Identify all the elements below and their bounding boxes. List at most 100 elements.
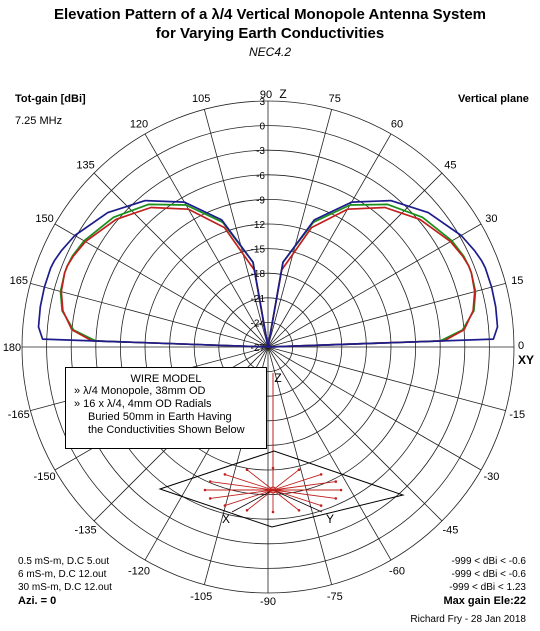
radial-end-marker: [319, 504, 323, 507]
wire-model-title: WIRE MODEL: [130, 373, 202, 385]
ground-plane: [158, 450, 405, 528]
wire-model-box: WIRE MODEL » λ/4 Monopole, 38mm OD » 16 …: [65, 367, 267, 449]
angle-tick-label: 120: [130, 119, 148, 131]
radial-end-marker: [334, 480, 338, 483]
wire-model-line: » 16 x λ/4, 4mm OD Radials: [74, 398, 212, 410]
radial-end-marker: [208, 497, 212, 500]
angle-tick-label: 30: [485, 213, 497, 225]
max-gain-label: Max gain Ele:22: [443, 595, 526, 607]
model-y-axis: [272, 489, 323, 513]
radial-wire: [272, 469, 300, 491]
radial-tick-label: -12: [251, 220, 266, 231]
grid-spoke: [267, 346, 333, 585]
radial-tick-label: -27: [251, 343, 266, 354]
wire-model-line: » λ/4 Monopole, 38mm OD: [74, 385, 206, 397]
angle-tick-label: -15: [509, 409, 525, 421]
radial-wire: [272, 489, 336, 499]
legend-right-1: -999 < dBi < -0.6: [451, 556, 527, 567]
legend-left-2: 6 mS-m, D.C 12.out: [18, 569, 107, 580]
angle-tick-label: 180: [3, 342, 21, 354]
grid-spoke: [267, 109, 333, 348]
radial-end-marker: [245, 509, 249, 512]
legend-right-2: -999 < dBi < -0.6: [451, 569, 527, 580]
angle-tick-label: -45: [442, 524, 458, 536]
radial-end-marker: [339, 488, 343, 492]
chart-subtitle: NEC4.2: [248, 45, 292, 59]
radial-wire: [272, 473, 322, 491]
radial-end-marker: [297, 509, 301, 512]
grid-spoke: [267, 133, 392, 348]
radial-wire: [224, 489, 274, 507]
angle-tick-label: 135: [76, 160, 94, 172]
radial-end-marker: [203, 488, 207, 492]
grid-spoke: [267, 346, 482, 471]
grid-spoke: [267, 223, 482, 348]
model-y-label: Y: [326, 512, 334, 526]
angle-tick-label: -90: [260, 596, 276, 608]
radial-end-marker: [271, 466, 275, 470]
radial-end-marker: [223, 504, 227, 507]
radial-end-marker: [297, 468, 301, 472]
radial-tick-label: -18: [251, 269, 266, 280]
series-line-3: [37, 199, 499, 348]
grid-spoke: [93, 172, 269, 348]
radial-wire: [210, 481, 274, 491]
plane-label: Vertical plane: [458, 93, 529, 105]
model-x-axis: [231, 489, 274, 513]
angle-tick-label: -75: [327, 591, 343, 603]
wire-model-line: the Conductivities Shown Below: [88, 424, 245, 436]
angle-tick-label: 0: [518, 340, 524, 352]
angle-tick-label: -30: [483, 471, 499, 483]
radial-end-marker: [208, 480, 212, 483]
angle-tick-label: -150: [34, 471, 56, 483]
radial-wire: [272, 489, 322, 507]
wire-model-line: Buried 50mm in Earth Having: [88, 411, 232, 423]
radial-tick-label: -3: [256, 146, 265, 157]
angle-tick-label: 165: [10, 275, 28, 287]
legend-left-3: 30 mS-m, D.C 12.out: [18, 582, 112, 593]
chart-title-line2: for Varying Earth Conductivities: [155, 25, 385, 42]
radial-tick-label: -15: [251, 245, 266, 256]
grid-spoke: [267, 282, 506, 348]
angle-tick-label: 75: [329, 93, 341, 105]
z-axis-label: Z: [279, 87, 286, 101]
angle-tick-label: 105: [192, 93, 210, 105]
radial-end-marker: [319, 473, 323, 476]
radial-wire: [210, 489, 274, 499]
angle-tick-label: -135: [75, 524, 97, 536]
credit-label: Richard Fry - 28 Jan 2018: [410, 614, 526, 625]
legend-right-3: -999 < dBi < 1.23: [449, 582, 526, 593]
azimuth-label: Azi. = 0: [18, 595, 57, 607]
grid-spoke: [267, 346, 506, 412]
grid-spoke: [54, 223, 269, 348]
radial-wire: [224, 473, 274, 491]
radial-tick-label: -9: [256, 195, 265, 206]
angle-tick-label: -105: [190, 591, 212, 603]
angle-tick-label: 150: [35, 213, 53, 225]
radial-end-marker: [334, 497, 338, 500]
radial-end-marker: [223, 473, 227, 476]
feed-point: [269, 486, 277, 494]
frequency-label: 7.25 MHz: [15, 115, 63, 127]
radial-end-marker: [271, 510, 275, 514]
xy-axis-label: XY: [518, 353, 534, 367]
grid-spoke: [267, 346, 443, 522]
grid-spoke: [267, 172, 443, 348]
angle-tick-label: 90: [260, 89, 272, 101]
radial-wire: [272, 489, 300, 511]
grid-spoke: [144, 133, 269, 348]
radial-wire: [246, 489, 274, 511]
angle-tick-label: -60: [389, 565, 405, 577]
gain-unit-label: Tot-gain [dBi]: [15, 93, 86, 105]
angle-tick-label: 15: [511, 275, 523, 287]
radial-end-marker: [245, 468, 249, 472]
angle-tick-label: 45: [444, 160, 456, 172]
radial-tick-label: -6: [256, 171, 265, 182]
radial-tick-label: -21: [251, 294, 266, 305]
chart-title-line1: Elevation Pattern of a λ/4 Vertical Mono…: [53, 6, 487, 23]
grid-spoke: [203, 109, 269, 348]
model-z-label: Z: [274, 371, 281, 385]
radial-tick-label: 3: [259, 97, 265, 108]
angle-tick-label: 60: [391, 119, 403, 131]
radial-tick-label: 0: [259, 122, 265, 133]
